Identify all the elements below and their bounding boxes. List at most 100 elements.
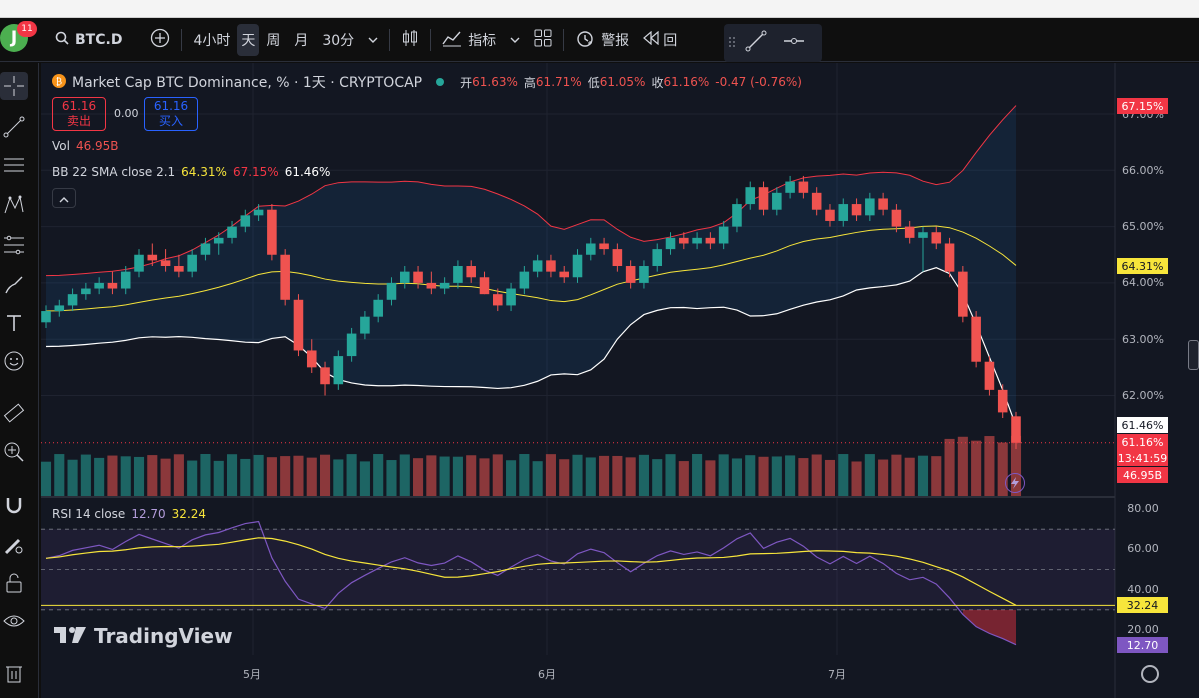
candle-body [758, 187, 769, 210]
collapse-legend-button[interactable] [52, 188, 76, 208]
bb-upper-line [45, 105, 1017, 277]
price-tick: 62.00% [1122, 389, 1164, 402]
volume-bar [319, 454, 331, 496]
smiley-icon[interactable] [0, 347, 28, 375]
alerts-button[interactable]: 警报 [568, 24, 636, 56]
volume-bar [40, 461, 52, 496]
candle-body [984, 361, 995, 390]
compare-button[interactable] [143, 24, 177, 56]
interval-1m[interactable]: 月 [294, 32, 309, 49]
candle-body [825, 209, 835, 221]
lightning-icon[interactable] [1005, 473, 1025, 493]
high-value: 61.71% [535, 75, 582, 89]
volume-bar [785, 455, 796, 496]
replay-button[interactable]: 回 [636, 24, 684, 56]
volume-bar [944, 438, 955, 496]
volume-bar [147, 455, 158, 496]
volume-bar [891, 454, 902, 496]
volume-bar [426, 455, 437, 496]
volume-bar [731, 458, 743, 496]
volume-bar [559, 459, 570, 496]
crosshair-icon[interactable] [0, 72, 28, 100]
lock-icon[interactable] [0, 569, 28, 597]
candle-body [506, 288, 516, 306]
candle-body [147, 254, 158, 261]
bb-lower-tag: 61.46% [1117, 417, 1168, 433]
volume-bar [54, 454, 65, 496]
volume-bar [585, 457, 596, 496]
volume-bar [226, 454, 238, 496]
interval-1d[interactable]: 天 [237, 23, 260, 56]
rsi-tick: 40.00 [1127, 583, 1159, 596]
eye-icon[interactable] [0, 607, 28, 635]
volume-bar [120, 456, 131, 496]
settings-gear-icon[interactable] [1141, 665, 1159, 683]
time-label: 5月 [243, 668, 261, 681]
candle-body [94, 282, 104, 289]
zoom-in-icon[interactable] [0, 438, 28, 466]
candle-body [107, 282, 118, 289]
interval-1w[interactable]: 周 [266, 32, 281, 49]
brush-icon[interactable] [0, 271, 28, 299]
drag-handle-icon[interactable] [728, 34, 736, 53]
candle-body [532, 260, 543, 272]
volume-bar [971, 440, 982, 496]
price-tick: 66.00% [1122, 164, 1164, 177]
volume-bar [931, 456, 942, 496]
left-drawing-toolbar [0, 63, 39, 698]
candle-body [599, 243, 609, 250]
parallel-channel-icon[interactable] [0, 151, 28, 179]
trash-icon[interactable] [0, 659, 28, 687]
interval-4h[interactable]: 4小时 [193, 32, 231, 49]
ruler-icon[interactable] [0, 399, 28, 427]
time-label: 7月 [828, 668, 846, 681]
volume-legend: Vol 46.95B [52, 139, 119, 153]
trend-line-icon[interactable] [744, 29, 768, 57]
low-label: 低 [587, 75, 600, 90]
magnet-icon[interactable] [0, 491, 28, 519]
tradingview-logo-icon [54, 625, 88, 647]
bb-upper-value: 67.15% [232, 165, 279, 179]
candle-body [174, 266, 184, 272]
buy-button[interactable]: 61.16 买入 [144, 97, 198, 131]
search-icon [55, 31, 69, 49]
horizontal-ray-icon[interactable] [782, 29, 806, 57]
interval-dropdown[interactable] [361, 24, 385, 56]
text-icon[interactable] [0, 309, 28, 337]
pencil-lock-icon[interactable] [0, 531, 28, 559]
volume-bar [359, 461, 370, 496]
candle-body [426, 282, 437, 289]
candle-body [213, 237, 224, 244]
sell-price: 61.16 [61, 99, 97, 113]
volume-bar [1010, 435, 1022, 496]
candle-body [413, 271, 423, 283]
divider [389, 28, 391, 51]
time-label: 6月 [538, 668, 556, 681]
chart-type-button[interactable] [394, 24, 426, 56]
volume-bar [240, 458, 251, 496]
interval-30m[interactable]: 30分 [322, 32, 355, 49]
candle-body [718, 226, 729, 244]
plus-circle-icon [150, 28, 170, 52]
trend-line-icon[interactable] [0, 113, 28, 141]
indicators-button[interactable]: 指标 [435, 24, 503, 56]
volume-bar [333, 459, 344, 496]
volume-bar [266, 457, 277, 496]
scroll-handle[interactable] [1188, 340, 1199, 370]
high-label: 高 [523, 75, 536, 90]
symbol-search[interactable]: BTC.D [48, 24, 129, 56]
chart-pane[interactable] [41, 63, 1199, 698]
volume-bar [373, 454, 384, 496]
volume-bar [917, 455, 929, 496]
candle-body [652, 249, 663, 267]
indicators-dropdown[interactable] [503, 24, 527, 56]
layouts-button[interactable] [527, 24, 559, 56]
volume-tag: 46.95B [1117, 467, 1168, 483]
fib-icon[interactable] [0, 231, 28, 259]
pattern-icon[interactable] [0, 191, 28, 219]
buy-label: 买入 [158, 114, 183, 128]
sell-button[interactable]: 61.16 卖出 [52, 97, 106, 131]
candle-body [785, 181, 795, 193]
volume-bar [187, 460, 198, 496]
